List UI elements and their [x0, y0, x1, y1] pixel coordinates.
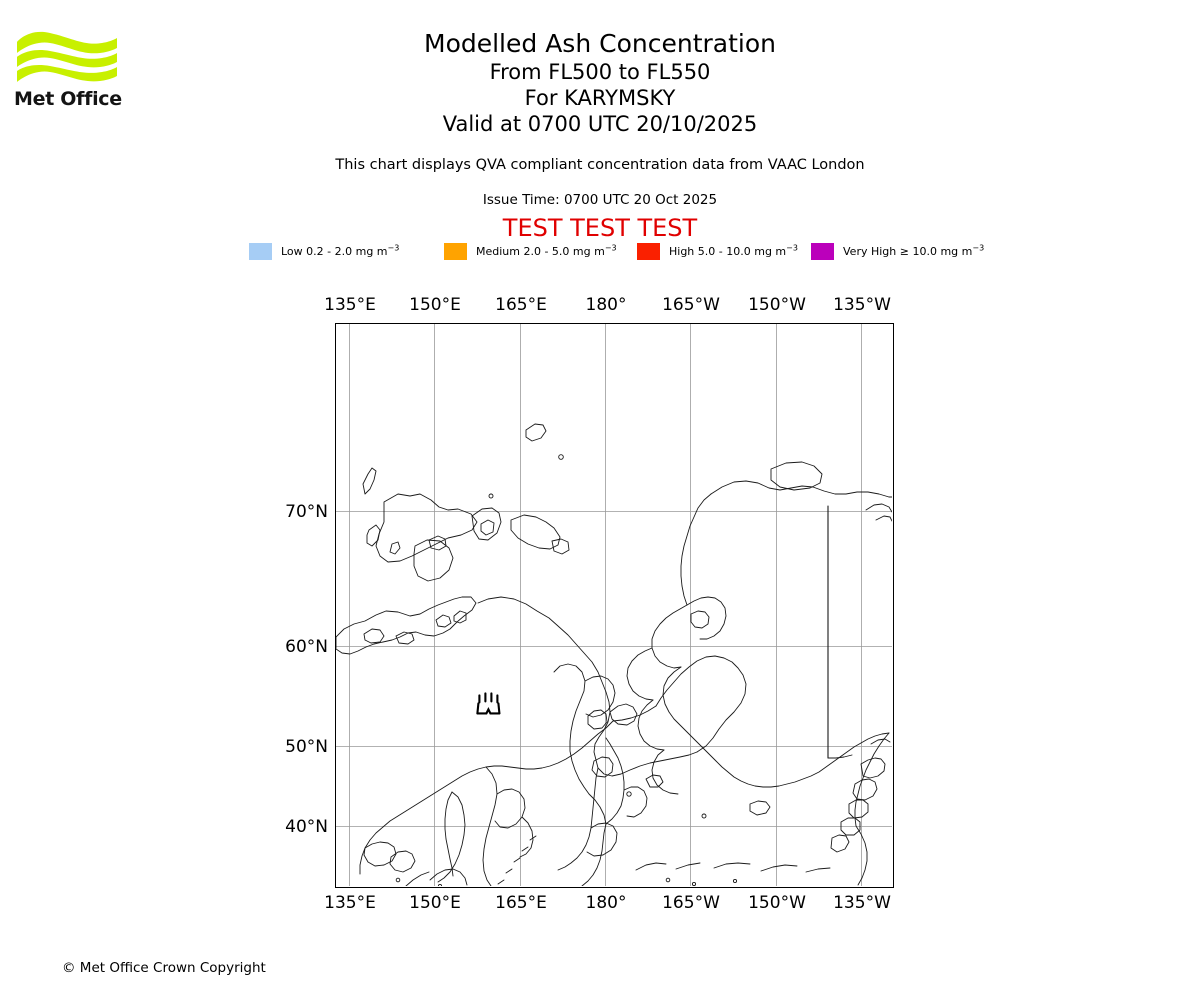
volcano-marker-stroke-5 [497, 702, 501, 715]
longitude-tick-bottom-3: 180° [585, 893, 627, 913]
legend-label-medium: Medium 2.0 - 5.0 mg m−3 [476, 243, 617, 258]
longitude-tick-bottom-0: 135°E [324, 893, 376, 913]
page-title: Modelled Ash Concentration [424, 29, 776, 58]
test-banner: TEST TEST TEST [502, 214, 698, 242]
met-office-wave-mark [17, 31, 117, 82]
map-canvas [336, 324, 892, 886]
map-coastlines [336, 423, 892, 886]
longitude-tick-top-5: 150°W [748, 295, 806, 315]
legend-swatch-very-high [811, 243, 834, 260]
volcano-marker-karymsky [476, 692, 501, 715]
map-gridlines [336, 324, 892, 886]
title-block: Modelled Ash Concentration From FL500 to… [0, 28, 1200, 137]
legend-label-very-high: Very High ≥ 10.0 mg m−3 [843, 243, 985, 258]
latitude-tick-3: 40°N [285, 817, 328, 837]
latitude-tick-2: 50°N [285, 737, 328, 757]
longitude-tick-top-3: 180° [585, 295, 627, 315]
map-plot-area[interactable] [335, 323, 894, 888]
legend-label-low: Low 0.2 - 2.0 mg m−3 [281, 243, 400, 258]
valid-time-line: Valid at 0700 UTC 20/10/2025 [442, 112, 758, 136]
legend-label-high: High 5.0 - 10.0 mg m−3 [669, 243, 798, 258]
latitude-tick-0: 70°N [285, 502, 328, 522]
latitude-tick-1: 60°N [285, 637, 328, 657]
legend-swatch-high [637, 243, 660, 260]
volcano-marker-stroke-8 [485, 707, 492, 715]
longitude-tick-top-4: 165°W [662, 295, 720, 315]
issue-time: Issue Time: 0700 UTC 20 Oct 2025 [482, 192, 718, 208]
concentration-legend: Low 0.2 - 2.0 mg m−3 Medium 2.0 - 5.0 mg … [249, 242, 994, 262]
legend-swatch-low [249, 243, 272, 260]
flight-level-line: From FL500 to FL550 [489, 60, 711, 84]
longitude-tick-bottom-2: 165°E [495, 893, 547, 913]
volcano-marker-stroke-4 [476, 702, 480, 715]
longitude-tick-top-1: 150°E [409, 295, 461, 315]
longitude-tick-bottom-4: 165°W [662, 893, 720, 913]
longitude-tick-bottom-6: 135°W [833, 893, 891, 913]
met-office-wordmark: Met Office [14, 88, 122, 110]
longitude-tick-bottom-1: 150°E [409, 893, 461, 913]
longitude-tick-bottom-5: 150°W [748, 893, 806, 913]
longitude-tick-top-6: 135°W [833, 295, 891, 315]
volcano-name-line: For KARYMSKY [524, 86, 676, 110]
longitude-tick-top-0: 135°E [324, 295, 376, 315]
copyright-footer: © Met Office Crown Copyright [62, 960, 266, 976]
longitude-tick-top-2: 165°E [495, 295, 547, 315]
volcano-marker-layer [476, 692, 501, 715]
met-office-logo: Met Office [14, 26, 134, 116]
legend-swatch-medium [444, 243, 467, 260]
chart-note: This chart displays QVA compliant concen… [335, 157, 865, 173]
